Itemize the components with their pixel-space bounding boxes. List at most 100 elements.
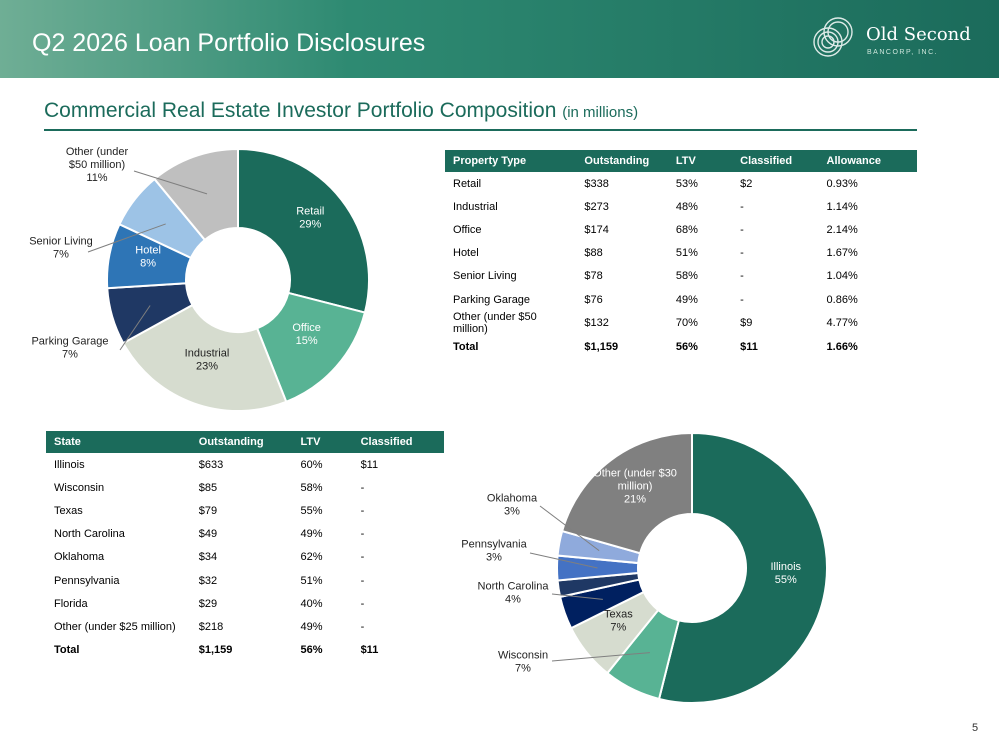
slice-label: Wisconsin 7% xyxy=(498,650,548,675)
table-cell: $32 xyxy=(198,574,218,587)
table-cell: 58% xyxy=(300,481,323,494)
pie-slice xyxy=(237,147,370,314)
table-row: Pennsylvania $32 51% - xyxy=(46,569,444,592)
table-cell: $11 xyxy=(360,644,379,657)
table-row: North Carolina $49 49% - xyxy=(46,523,444,546)
pie-slice xyxy=(153,147,239,242)
table-cell: - xyxy=(360,597,365,610)
table-cell: 56% xyxy=(300,644,323,657)
table-cell: 0.93% xyxy=(826,177,858,190)
table-cell: $1,159 xyxy=(584,340,619,353)
table-cell: $85 xyxy=(198,481,218,494)
table-row: Other (under $25 million) $218 49% - xyxy=(46,615,444,638)
table-header-row: Property Type Outstanding LTV Classified All… xyxy=(445,150,917,172)
section-title-units: (in millions) xyxy=(562,104,639,121)
table-cell: 56% xyxy=(675,340,698,353)
table-cell: $2 xyxy=(740,177,753,190)
table-cell: $78 xyxy=(584,270,603,283)
table-cell: $11 xyxy=(360,458,379,471)
table-cell: Other (under $25 million) xyxy=(54,620,176,633)
column-header: Classified xyxy=(732,150,819,172)
table-cell: North Carolina xyxy=(54,528,125,541)
table-cell: Office xyxy=(453,223,482,236)
table-row: Industrial $273 48% - 1.14% xyxy=(445,195,917,218)
slice-label: Retail 29% xyxy=(296,205,324,230)
leader-line xyxy=(119,305,151,351)
table-cell: 68% xyxy=(675,223,698,236)
table-row: Hotel $88 51% - 1.67% xyxy=(445,242,917,265)
column-header: LTV xyxy=(292,431,353,453)
table-cell: 4.77% xyxy=(826,317,858,330)
table-total-row: Total $1,159 56% $11 xyxy=(46,639,444,662)
table-cell: $9 xyxy=(740,317,753,330)
table-cell: - xyxy=(740,223,744,236)
slice-label: Hotel 8% xyxy=(135,244,161,269)
table-cell: - xyxy=(360,620,365,633)
table-cell: - xyxy=(740,200,744,213)
slice-label: Senior Living 7% xyxy=(29,236,93,261)
column-header: State xyxy=(46,431,191,453)
table-cell: $29 xyxy=(198,597,218,610)
table-row: Oklahoma $34 62% - xyxy=(46,546,444,569)
table-cell: 49% xyxy=(300,528,323,541)
table-cell: Parking Garage xyxy=(453,293,531,306)
leader-line xyxy=(551,593,603,600)
table-cell: 1.67% xyxy=(826,247,858,260)
pie-slice xyxy=(121,303,288,412)
slice-label: North Carolina 4% xyxy=(478,581,550,606)
table-cell: 62% xyxy=(300,551,323,564)
table-cell: 48% xyxy=(675,200,698,213)
section-title: Commercial Real Estate Investor Portfoli… xyxy=(44,99,638,123)
slice-label: Office 15% xyxy=(292,322,321,347)
table-cell: Illinois xyxy=(54,458,85,471)
table-cell: - xyxy=(360,481,365,494)
column-header: Outstanding xyxy=(576,150,668,172)
table-cell: $132 xyxy=(584,317,609,330)
table-cell: $633 xyxy=(198,458,224,471)
column-header: Property Type xyxy=(445,150,577,172)
header-bar: Q2 2026 Loan Portfolio Disclosures Old S… xyxy=(0,0,999,78)
column-header: LTV xyxy=(667,150,733,172)
table-cell: 55% xyxy=(300,504,323,517)
slice-label: Other (under $30 million) 21% xyxy=(593,468,677,506)
table-cell: 1.14% xyxy=(826,200,858,213)
table-cell: 49% xyxy=(300,620,323,633)
pie-slice xyxy=(560,431,693,555)
logo-mark-icon xyxy=(813,17,853,57)
page-title: Q2 2026 Loan Portfolio Disclosures xyxy=(32,29,426,57)
table-cell: Industrial xyxy=(453,200,498,213)
table-cell: Hotel xyxy=(453,247,479,260)
table-cell: - xyxy=(740,293,744,306)
table-cell: 2.14% xyxy=(826,223,858,236)
table-cell: Other (under $50 million) xyxy=(453,311,537,336)
table-cell: - xyxy=(360,528,365,541)
table-cell: $79 xyxy=(198,504,218,517)
table-cell: 40% xyxy=(300,597,323,610)
leader-line xyxy=(133,170,208,195)
property-type-table: Property Type Outstanding LTV Classified All… xyxy=(445,150,917,358)
table-cell: $1,159 xyxy=(198,644,233,657)
table-row: Retail $338 53% $2 0.93% xyxy=(445,172,917,195)
logo-name: Old Second xyxy=(866,24,971,45)
state-table: State Outstanding LTV Classified Illinois $6… xyxy=(46,431,444,662)
table-row: Wisconsin $85 58% - xyxy=(46,476,444,499)
table-cell: - xyxy=(360,574,365,587)
table-total-row: Total $1,159 56% $11 1.66% xyxy=(445,335,917,358)
table-cell: - xyxy=(740,270,744,283)
slice-label: Parking Garage 7% xyxy=(31,336,108,361)
table-cell: $273 xyxy=(584,200,609,213)
slice-label: Illinois 55% xyxy=(770,561,801,586)
table-row: Illinois $633 60% $11 xyxy=(46,453,444,476)
table-cell: $218 xyxy=(198,620,224,633)
table-row: Texas $79 55% - xyxy=(46,499,444,522)
section-divider xyxy=(44,129,917,131)
table-cell: Senior Living xyxy=(453,270,517,283)
table-cell: Florida xyxy=(54,597,88,610)
table-row: Florida $29 40% - xyxy=(46,592,444,615)
table-cell: $49 xyxy=(198,528,218,541)
company-logo: Old Second BANCORP, INC. xyxy=(810,14,971,66)
section-title-text: Commercial Real Estate Investor Portfoli… xyxy=(44,99,557,122)
column-header: Classified xyxy=(352,431,444,453)
logo-subtitle: BANCORP, INC. xyxy=(867,49,939,56)
